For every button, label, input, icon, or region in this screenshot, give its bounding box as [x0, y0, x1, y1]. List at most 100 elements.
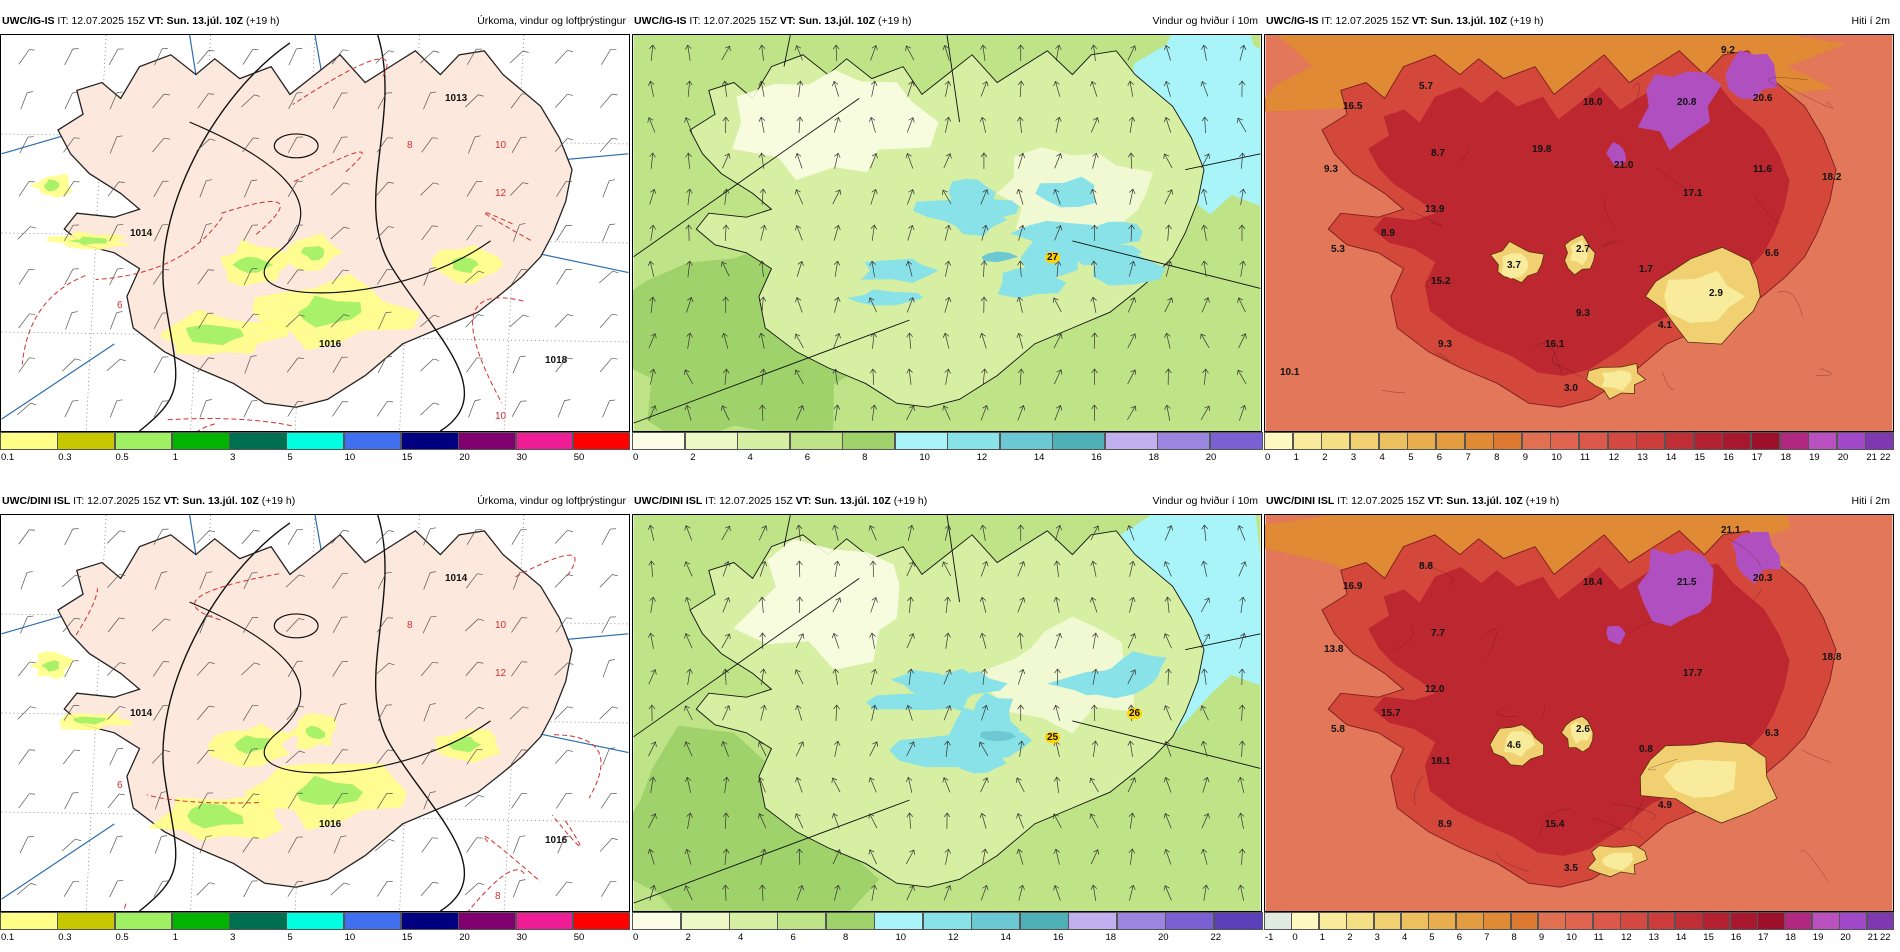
temperature-value-label: 20.8 — [1677, 97, 1696, 108]
colorbar-swatch — [344, 432, 402, 450]
lead-time: (+19 h) — [878, 15, 912, 27]
temperature-value-label: 13.9 — [1425, 204, 1444, 215]
colorbar-tick-label: 10 — [896, 932, 907, 943]
temperature-value-label: 3.5 — [1564, 863, 1578, 874]
colorbar-swatch — [1456, 912, 1484, 930]
colorbar-swatch — [1867, 912, 1895, 930]
temperature-value-label: 18.0 — [1583, 97, 1602, 108]
colorbar-tick-label: 10 — [1551, 452, 1562, 463]
temperature-value-label: 13.8 — [1324, 644, 1343, 655]
map-panel-wind: UWC/DINI ISL IT: 12.07.2025 15Z VT: Sun.… — [632, 492, 1262, 952]
colorbar-swatch — [1374, 912, 1402, 930]
temperature-value-label: 8.9 — [1438, 819, 1452, 830]
colorbar-tick-label: 5 — [287, 452, 292, 463]
colorbar-swatch — [573, 432, 631, 450]
colorbar-tick-label: 1 — [173, 452, 178, 463]
colorbar-swatch — [1751, 432, 1780, 450]
contour-label: 8 — [407, 140, 413, 151]
colorbar-tick-label: 15 — [1703, 932, 1714, 943]
colorbar-tick-label: 22 — [1880, 452, 1891, 463]
map-panel-temp: UWC/DINI ISL IT: 12.07.2025 15Z VT: Sun.… — [1264, 492, 1894, 952]
temperature-value-label: 5.3 — [1331, 244, 1345, 255]
temperature-value-label: 9.3 — [1324, 164, 1338, 175]
colorbar-swatch — [401, 432, 459, 450]
temperature-value-label: 11.6 — [1753, 164, 1772, 175]
colorbar-tick-label: 13 — [1649, 932, 1660, 943]
colorbar-swatch — [1538, 912, 1566, 930]
colorbar-swatch — [1493, 432, 1522, 450]
colorbar-tick-label: 4 — [748, 452, 753, 463]
temperature-value-label: 20.3 — [1753, 573, 1772, 584]
colorbar-tick-label: 1 — [1320, 932, 1325, 943]
colorbar-tick-label: 0.1 — [1, 452, 14, 463]
wind-area-strong — [866, 694, 958, 710]
colorbar-tick-label: 22 — [1211, 932, 1222, 943]
colorbar-swatch — [1702, 912, 1730, 930]
colorbar-tick-label: 2 — [686, 932, 691, 943]
colorbar-swatch — [172, 912, 230, 930]
colorbar-swatch — [1428, 912, 1456, 930]
colorbar-tick-label: 3 — [230, 452, 235, 463]
temperature-value-label: 16.9 — [1343, 581, 1362, 592]
issue-time: IT: 12.07.2025 15Z — [1337, 495, 1425, 507]
contour-label: 1014 — [445, 573, 467, 584]
colorbar-tick-label: 4 — [1402, 932, 1407, 943]
variable-title: Hiti í 2m — [1851, 12, 1890, 30]
colorbar-tick-label: 18 — [1781, 452, 1792, 463]
model-name: UWC/IG-IS — [2, 15, 55, 27]
colorbar-swatch — [632, 432, 685, 450]
contour-label: 8 — [495, 891, 501, 902]
colorbar-tick-label: 7 — [1466, 452, 1471, 463]
temperature-value-label: 0.8 — [1639, 744, 1653, 755]
colorbar-tick-label: 14 — [1666, 452, 1677, 463]
colorbar-tick-label: 9 — [1539, 932, 1544, 943]
temperature-value-label: 4.1 — [1658, 320, 1672, 331]
colorbar-tick-label: 21 — [1868, 932, 1879, 943]
valid-time: VT: Sun. 13.júl. 10Z — [1428, 495, 1523, 507]
temperature-value-label: 21.0 — [1614, 160, 1633, 171]
colorbar-tick-label: 12 — [977, 452, 988, 463]
colorbar-tick-label: 2 — [1347, 932, 1352, 943]
temperature-value-label: 9.2 — [1721, 45, 1735, 56]
colorbar-tick-label: 14 — [1001, 932, 1012, 943]
colorbar-swatch — [1522, 432, 1551, 450]
colorbar-tick-label: 16 — [1731, 932, 1742, 943]
colorbar-tick-label: 50 — [574, 932, 585, 943]
temperature-value-label: 18.2 — [1822, 172, 1841, 183]
colorbar-swatch — [1780, 432, 1809, 450]
colorbar-tick-label: 13 — [1637, 452, 1648, 463]
variable-title: Úrkoma, vindur og loftþrýstingur — [477, 492, 626, 510]
colorbar-swatch — [1264, 432, 1293, 450]
colorbar-swatch — [516, 432, 574, 450]
variable-title: Vindur og hviður í 10m — [1153, 492, 1258, 510]
colorbar-tick-label: 15 — [402, 452, 413, 463]
colorbar-tick-label: 0.1 — [1, 932, 14, 943]
colorbar-swatch — [1214, 912, 1263, 930]
colorbar-swatch — [685, 432, 738, 450]
valid-time: VT: Sun. 13.júl. 10Z — [148, 15, 243, 27]
colorbar-swatch — [1837, 432, 1866, 450]
gust-value-label: 26 — [1127, 708, 1142, 719]
contour-label: 1018 — [545, 355, 567, 366]
colorbar-tick-label: 8 — [862, 452, 867, 463]
colorbar-swatch — [516, 912, 574, 930]
colorbar-swatch — [458, 432, 516, 450]
map-canvas: 27 — [632, 34, 1262, 432]
colorbar-swatch — [0, 912, 58, 930]
colorbar-swatch — [172, 432, 230, 450]
temperature-value-label: 2.6 — [1576, 724, 1590, 735]
map-panel-wind: UWC/IG-IS IT: 12.07.2025 15Z VT: Sun. 13… — [632, 12, 1262, 472]
model-name: UWC/DINI ISL — [1266, 495, 1334, 507]
colorbar-swatch — [874, 912, 923, 930]
temperature-value-label: 2.7 — [1576, 244, 1590, 255]
colorbar-swatch — [1068, 912, 1117, 930]
issue-time: IT: 12.07.2025 15Z — [57, 15, 145, 27]
colorbar-tick-label: 10 — [1566, 932, 1577, 943]
colorbar-swatch — [1293, 432, 1322, 450]
colorbar-swatch — [344, 912, 402, 930]
colorbar-swatch — [1636, 432, 1665, 450]
